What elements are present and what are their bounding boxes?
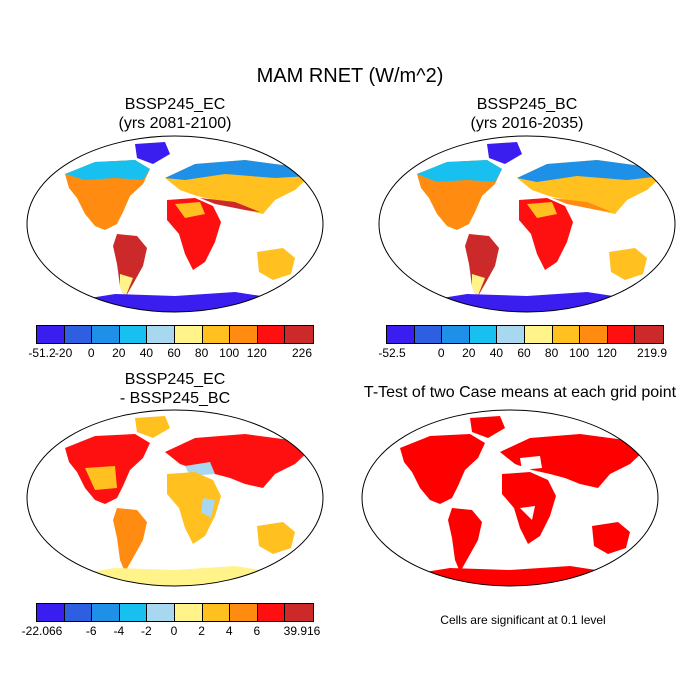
colorbar-ec-tick-label: 40 <box>139 346 154 360</box>
colorbar-ec-tick-label: 20 <box>112 346 126 360</box>
colorbar-ec-tick-label: 80 <box>194 346 209 360</box>
colorbar-bc-tick-label: 20 <box>462 346 476 360</box>
colorbar-bc-swatch <box>414 326 443 343</box>
colorbar-bc-swatch <box>497 326 525 343</box>
colorbar-ec <box>36 325 314 344</box>
colorbar-ec-tick-label: 0 <box>87 346 95 360</box>
colorbar-ec-swatch <box>257 326 286 343</box>
colorbar-bc-tick-label: 80 <box>544 346 559 360</box>
colorbar-diff-tick-label: -4 <box>113 624 125 638</box>
colorbar-bc-tick-label: 0 <box>437 346 445 360</box>
colorbar-bc-swatch <box>607 326 636 343</box>
colorbar-bc-swatch <box>552 326 581 343</box>
colorbar-bc-tick-label: -52.5 <box>378 346 406 360</box>
colorbar-ec-swatch <box>230 326 258 343</box>
colorbar-diff-tick-label: 4 <box>225 624 233 638</box>
panel-title-diff-line1: BSSP245_EC <box>124 371 226 388</box>
panel-title-ec-line1: BSSP245_EC <box>124 96 226 113</box>
colorbar-diff-tick-label: 39.916 <box>283 624 321 638</box>
colorbar-bc-tick-label: 40 <box>489 346 504 360</box>
colorbar-ec-tick-label: 100 <box>219 346 240 360</box>
colorbar-diff-tick-label: 6 <box>253 624 261 638</box>
colorbar-ec-tick-label: 226 <box>291 346 313 360</box>
colorbar-diff-swatch <box>119 604 148 621</box>
colorbar-diff-swatch <box>174 604 203 621</box>
colorbar-bc-tick-label: 219.9 <box>636 346 668 360</box>
colorbar-ec-tick-label: 60 <box>167 346 181 360</box>
colorbar-diff-tick-label: -6 <box>85 624 97 638</box>
figure-title: MAM RNET (W/m^2) <box>256 65 444 87</box>
colorbar-diff-tick-label: -2 <box>141 624 152 638</box>
panel-title-ec-line2: (yrs 2081-2100) <box>118 115 232 132</box>
colorbar-bc-swatch <box>442 326 470 343</box>
colorbar-ec-tick-label: -20 <box>54 346 73 360</box>
colorbar-ec-tick-label: -51.2 <box>28 346 56 360</box>
colorbar-bc-swatch <box>580 326 608 343</box>
colorbar-diff-swatch <box>230 604 258 621</box>
colorbar-diff-swatch <box>147 604 175 621</box>
colorbar-ec-swatch <box>202 326 231 343</box>
colorbar-diff-swatch <box>257 604 286 621</box>
colorbar-bc-tick-label: 120 <box>596 346 617 360</box>
map-ttest <box>361 409 659 587</box>
colorbar-diff-tick-label: -22.066 <box>21 624 63 638</box>
colorbar-bc <box>386 325 664 344</box>
colorbar-ec-swatch <box>285 326 313 343</box>
colorbar-ec-swatch <box>174 326 203 343</box>
colorbar-diff-tick-label: 0 <box>170 624 178 638</box>
colorbar-bc-swatch <box>524 326 553 343</box>
colorbar-ec-swatch <box>92 326 120 343</box>
colorbar-bc-tick-label: 100 <box>569 346 590 360</box>
panel-title-diff-line2: - BSSP245_BC <box>119 390 231 407</box>
colorbar-diff-swatch <box>37 604 65 621</box>
colorbar-ec-swatch <box>64 326 93 343</box>
colorbar-diff-swatch <box>285 604 313 621</box>
colorbar-ec-swatch <box>119 326 148 343</box>
colorbar-diff-swatch <box>202 604 231 621</box>
colorbar-diff-swatch <box>92 604 120 621</box>
colorbar-ec-swatch <box>147 326 175 343</box>
panel-title-ttest: T-Test of two Case means at each grid po… <box>363 384 677 401</box>
colorbar-diff <box>36 603 314 622</box>
map-diff <box>26 409 324 587</box>
significance-note: Cells are significant at 0.1 level <box>440 613 606 627</box>
panel-title-bc-line2: (yrs 2016-2035) <box>470 115 584 132</box>
colorbar-bc-swatch <box>387 326 415 343</box>
colorbar-ec-swatch <box>37 326 65 343</box>
colorbar-bc-swatch <box>469 326 498 343</box>
map-ec <box>26 135 324 313</box>
colorbar-diff-tick-label: 2 <box>198 624 205 638</box>
map-bc <box>378 135 676 313</box>
colorbar-bc-swatch <box>635 326 663 343</box>
colorbar-bc-tick-label: 60 <box>517 346 531 360</box>
colorbar-diff-swatch <box>64 604 93 621</box>
panel-title-bc-line1: BSSP245_BC <box>476 96 578 113</box>
colorbar-ec-tick-label: 120 <box>246 346 267 360</box>
